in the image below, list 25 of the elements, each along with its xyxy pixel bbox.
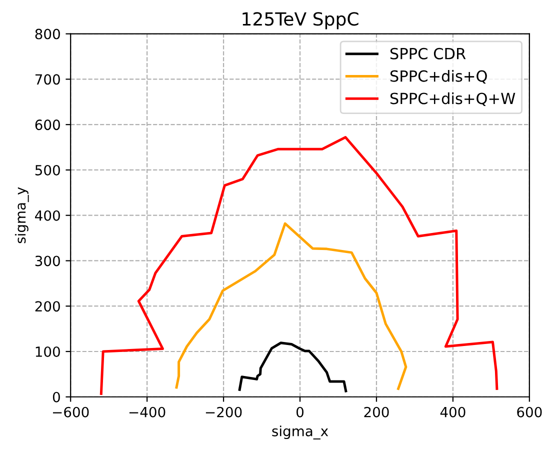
y-tick-label: 200 [35, 301, 60, 312]
chart-title: 125TeV SppC [242, 12, 358, 30]
y-tick-label: 700 [35, 74, 60, 85]
legend-label: SPPC+dis+Q [390, 70, 487, 84]
x-tick-label: −400 [129, 406, 166, 418]
x-tick-label: −600 [52, 406, 89, 418]
y-tick-label: 600 [35, 120, 60, 130]
line-series [238, 342, 348, 392]
x-tick-label: 400 [440, 406, 466, 418]
x-tick-label: −200 [206, 406, 242, 418]
x-tick-label: 600 [517, 406, 542, 418]
x-tick-label: 200 [364, 406, 389, 418]
line-series [100, 136, 498, 395]
y-tick-label: 0 [52, 392, 60, 402]
x-tick-label: 0 [296, 406, 304, 418]
line-series [175, 222, 408, 390]
legend-label: SPPC+dis+Q+W [390, 92, 516, 106]
y-tick-label: 500 [35, 164, 60, 176]
x-axis-title: sigma_x [272, 426, 328, 440]
y-tick-label: 800 [35, 28, 60, 40]
legend-label: SPPC CDR [390, 48, 466, 60]
y-tick-label: 400 [35, 210, 60, 221]
y-tick-label: 300 [35, 256, 60, 266]
y-tick-label: 100 [36, 346, 60, 357]
y-axis-title: sigma_y [14, 187, 29, 244]
